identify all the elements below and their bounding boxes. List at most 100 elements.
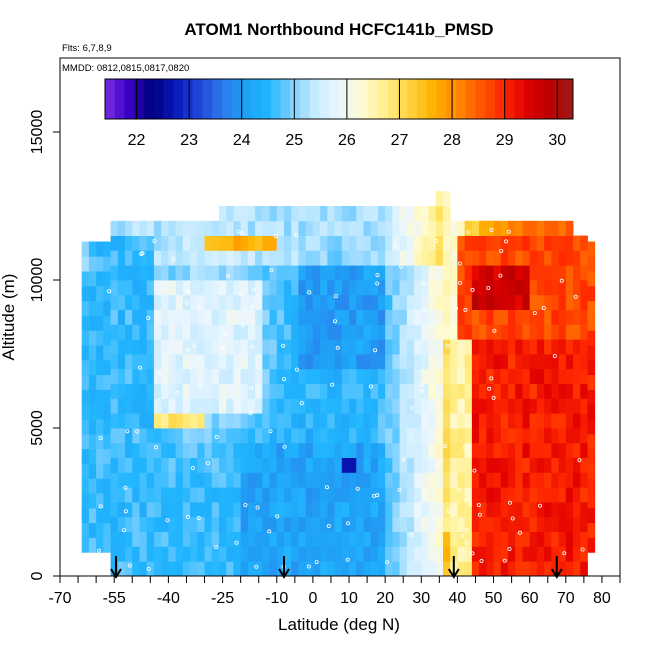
heatmap-cell — [110, 546, 119, 562]
heatmap-cell — [320, 294, 328, 310]
heatmap-cell — [392, 250, 401, 266]
heatmap-cell — [392, 428, 401, 444]
heatmap-cell — [190, 442, 198, 458]
heatmap-cell — [284, 354, 292, 370]
heatmap-cell — [406, 428, 415, 444]
colorbar-tick-label: 22 — [128, 132, 146, 149]
heatmap-cell — [88, 330, 97, 346]
heatmap-cell — [479, 516, 487, 532]
heatmap-cell — [515, 413, 523, 429]
heatmap-cell — [204, 354, 213, 370]
heatmap-cell — [153, 220, 162, 236]
heatmap-cell — [320, 309, 328, 325]
heatmap-cell — [327, 561, 335, 577]
heatmap-cell — [399, 383, 408, 399]
heatmap-cell — [406, 235, 415, 251]
heatmap-cell — [392, 413, 401, 429]
heatmap-cell — [356, 354, 364, 370]
heatmap-cell — [146, 502, 155, 518]
flight-marker-arrowhead — [447, 568, 460, 579]
heatmap-cell — [103, 537, 111, 553]
heatmap-cell — [356, 516, 364, 532]
heatmap-cell — [414, 294, 422, 310]
heatmap-cell — [132, 280, 140, 296]
sample-point — [487, 386, 492, 391]
heatmap-cell — [320, 339, 328, 355]
heatmap-cell — [414, 339, 422, 355]
heatmap-cell — [377, 339, 386, 355]
colorbar-swatch — [134, 79, 145, 119]
heatmap-cell — [522, 457, 531, 473]
y-axis-label: Altitude (m) — [0, 274, 18, 361]
heatmap-cell — [132, 457, 140, 473]
y-tick-label: 0 — [29, 571, 46, 580]
heatmap-cell — [414, 561, 422, 577]
heatmap-cell — [204, 487, 213, 503]
heatmap-cell — [269, 457, 278, 473]
heatmap-cell — [435, 398, 444, 414]
colorbar-swatch — [309, 79, 320, 119]
heatmap-cell — [88, 374, 97, 390]
heatmap-cell — [262, 546, 270, 562]
heatmap-cell — [450, 487, 458, 503]
heatmap-cell — [370, 546, 379, 562]
heatmap-cell — [363, 309, 372, 325]
heatmap-cell — [175, 294, 184, 310]
heatmap-cell — [536, 561, 545, 577]
heatmap-cell — [377, 442, 386, 458]
heatmap-cell — [276, 309, 285, 325]
heatmap-cell — [161, 413, 169, 429]
heatmap-cell — [262, 531, 270, 547]
heatmap-cell — [450, 413, 458, 429]
heatmap-cell — [573, 250, 581, 266]
heatmap-cell — [529, 383, 538, 399]
heatmap-cell — [117, 368, 126, 384]
heatmap-cell — [110, 457, 119, 473]
heatmap-cell — [421, 472, 429, 488]
heatmap-cell — [551, 324, 559, 340]
sample-point — [125, 429, 130, 434]
heatmap-cell — [204, 294, 213, 310]
heatmap-cell — [544, 502, 552, 518]
heatmap-cell — [284, 502, 292, 518]
heatmap-cell — [508, 383, 516, 399]
heatmap-cell — [276, 235, 285, 251]
heatmap-cell — [312, 472, 321, 488]
heatmap-cell — [370, 413, 379, 429]
heatmap-cell — [197, 398, 205, 414]
heatmap-cell — [349, 383, 357, 399]
heatmap-cell — [284, 457, 292, 473]
heatmap-cell — [312, 487, 321, 503]
heatmap-cell — [132, 354, 140, 370]
heatmap-cell — [515, 368, 523, 384]
heatmap-cell — [255, 398, 263, 414]
sample-point — [419, 388, 424, 393]
heatmap-cell — [139, 516, 148, 532]
heatmap-cell — [565, 457, 574, 473]
heatmap-cell — [233, 220, 242, 236]
heatmap-cell — [493, 324, 502, 340]
heatmap-cell — [269, 428, 278, 444]
heatmap-cell — [573, 413, 581, 429]
sample-point — [135, 429, 140, 434]
sample-point — [248, 411, 253, 416]
heatmap-cell — [587, 374, 596, 390]
heatmap-cell — [349, 265, 357, 281]
heatmap-cell — [486, 339, 494, 355]
heatmap-cell — [132, 428, 140, 444]
heatmap-cell — [428, 220, 437, 236]
heatmap-cell — [457, 354, 466, 370]
heatmap-cell — [580, 324, 588, 340]
heatmap-cell — [233, 324, 242, 340]
heatmap-cell — [385, 442, 393, 458]
heatmap-cell — [218, 294, 227, 310]
heatmap-cell — [168, 398, 177, 414]
heatmap-cell — [247, 546, 256, 562]
heatmap-cell — [168, 546, 177, 562]
heatmap-cell — [587, 300, 596, 316]
sample-point — [464, 540, 469, 545]
heatmap-cell — [146, 516, 155, 532]
heatmap-cell — [327, 309, 335, 325]
heatmap-cell — [573, 265, 581, 281]
heatmap-cell — [269, 235, 278, 251]
